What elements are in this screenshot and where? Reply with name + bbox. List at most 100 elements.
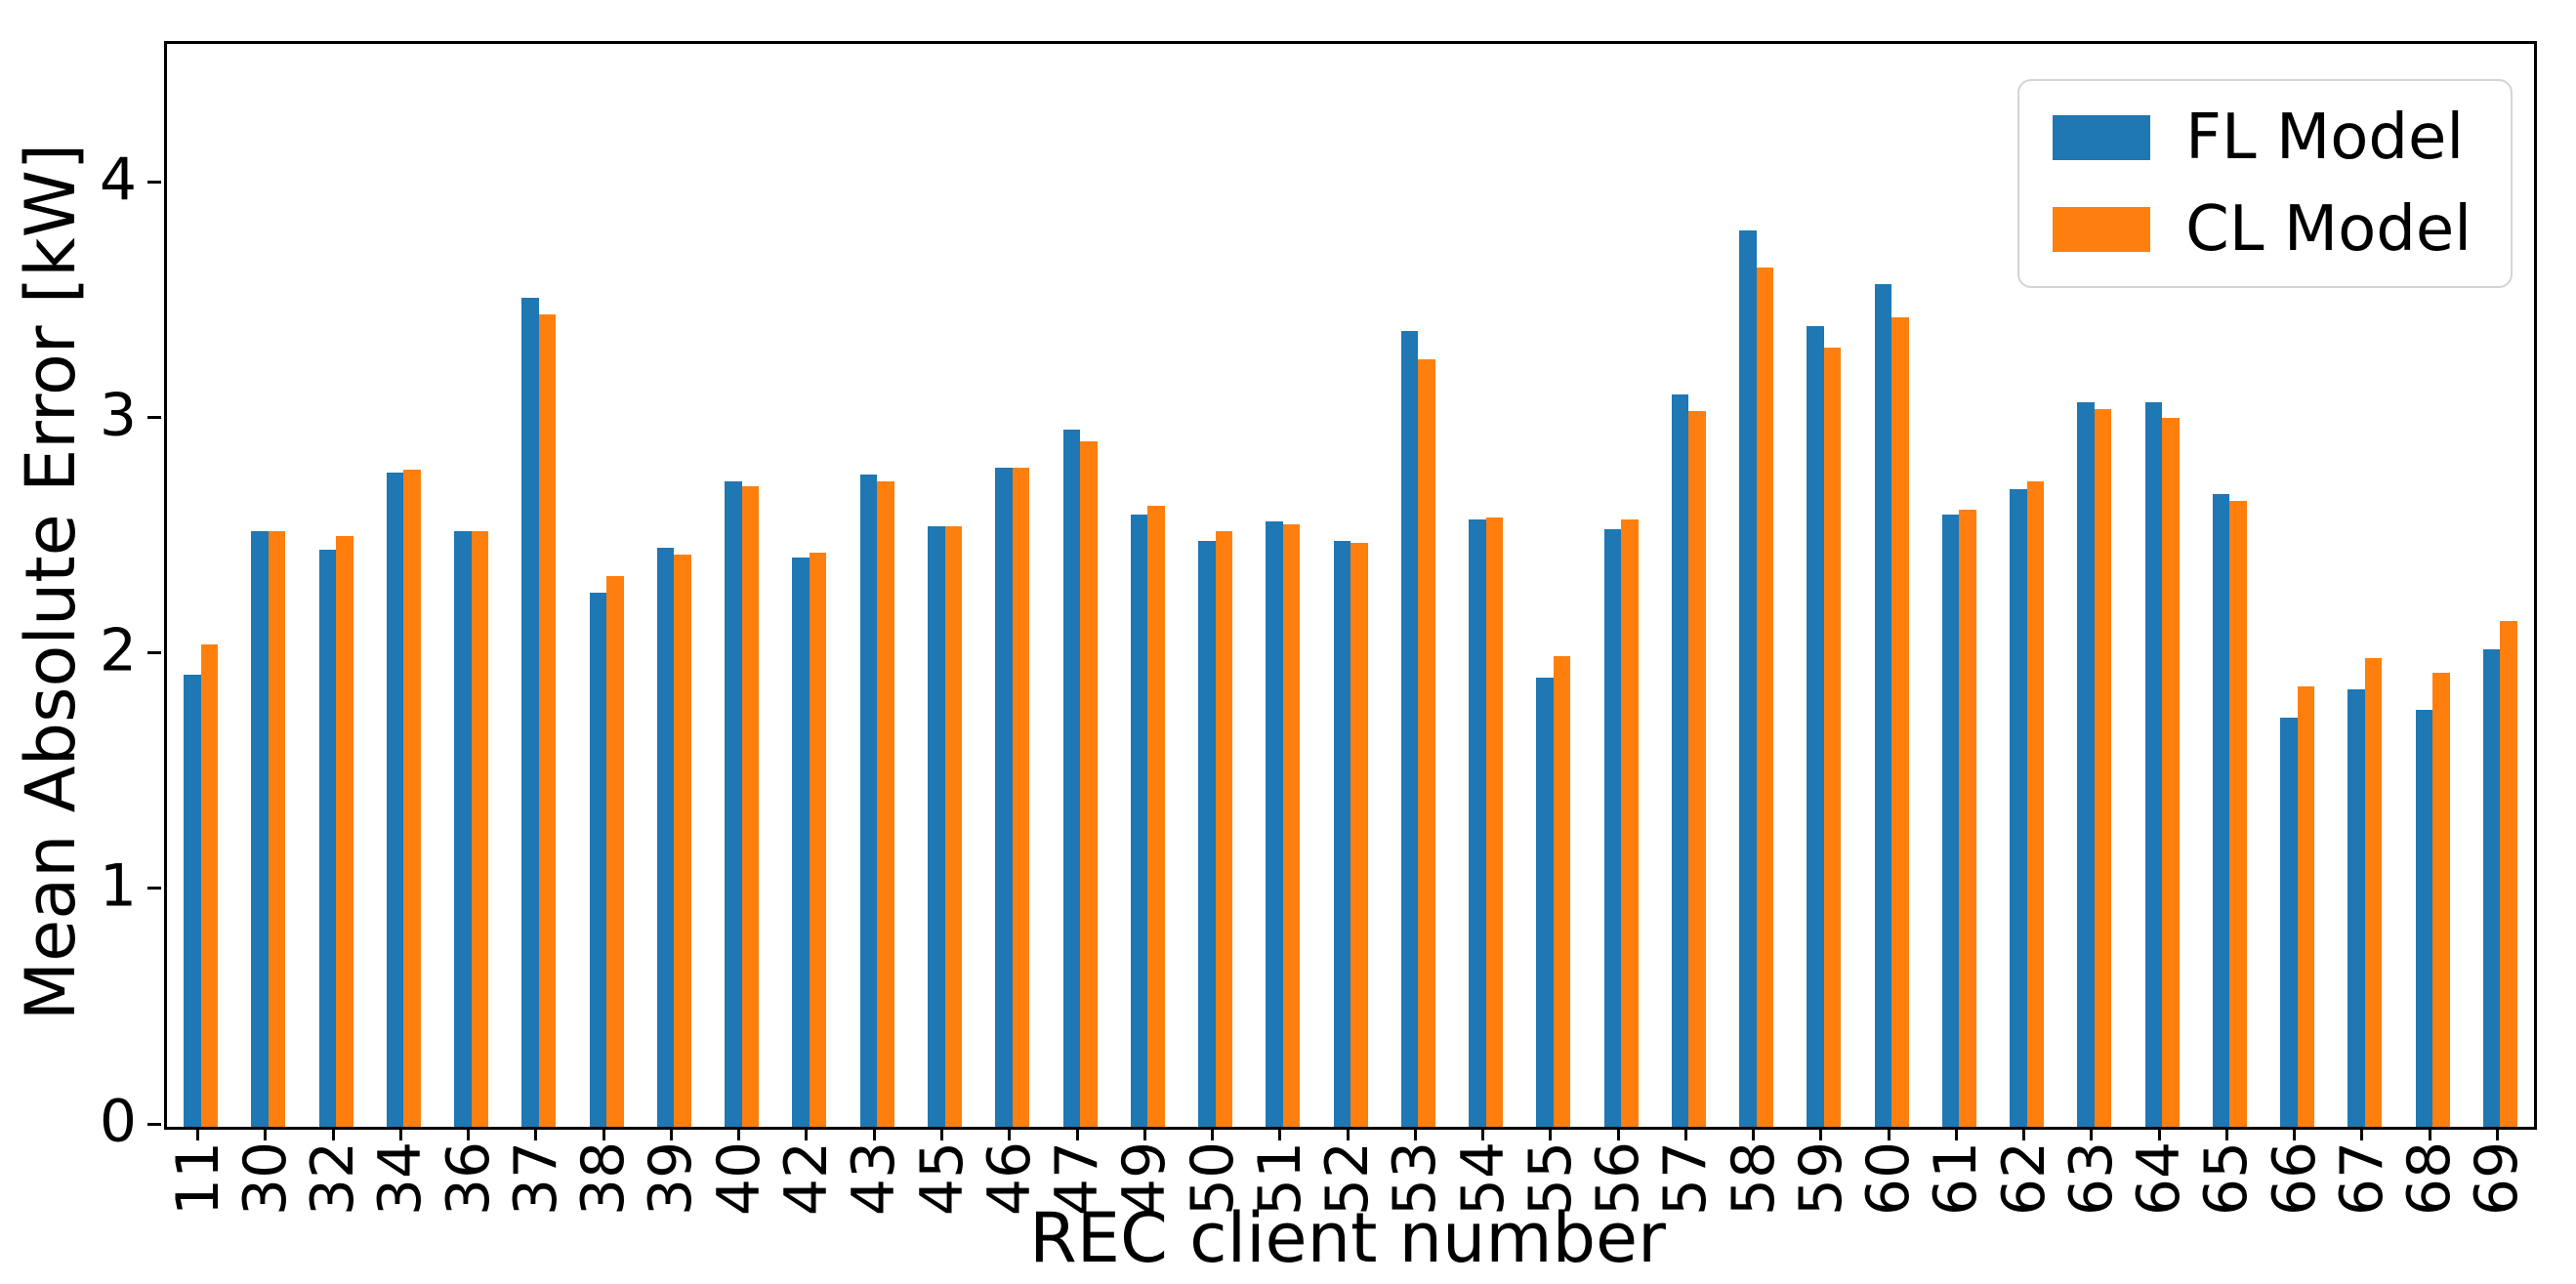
bar-fl-client-68 (2415, 710, 2433, 1127)
bar-fl-client-57 (1671, 394, 1689, 1127)
bar-cl-client-43 (877, 481, 894, 1127)
y-tick-label-2: 2 (99, 616, 137, 685)
bar-fl-client-39 (656, 547, 675, 1127)
x-tick-mark-53 (1413, 1127, 1417, 1140)
x-tick-mark-36 (467, 1127, 471, 1140)
bar-fl-client-62 (2010, 488, 2027, 1127)
bar-fl-client-32 (318, 550, 337, 1127)
bar-cl-client-51 (1282, 523, 1301, 1127)
bar-fl-client-69 (2482, 648, 2501, 1127)
x-tick-label-60: 60 (1854, 1140, 1924, 1217)
x-tick-mark-34 (398, 1127, 402, 1140)
x-tick-label-62: 62 (1989, 1140, 2058, 1217)
bar-cl-client-69 (2500, 620, 2517, 1127)
x-tick-label-11: 11 (163, 1140, 232, 1217)
x-tick-label-39: 39 (637, 1140, 706, 1217)
bar-cl-client-38 (606, 575, 624, 1127)
legend-swatch-fl-model (2053, 115, 2151, 160)
x-tick-label-66: 66 (2260, 1140, 2329, 1217)
bars-layer (167, 44, 2534, 1127)
bar-fl-client-36 (454, 531, 472, 1127)
bar-cl-client-36 (471, 531, 489, 1127)
bar-fl-client-47 (1062, 430, 1080, 1127)
bar-cl-client-66 (2297, 686, 2315, 1127)
x-tick-mark-30 (264, 1127, 268, 1140)
bar-fl-client-54 (1469, 519, 1486, 1127)
bar-cl-client-37 (538, 314, 557, 1127)
bar-cl-client-39 (674, 555, 691, 1127)
x-tick-mark-46 (1008, 1127, 1012, 1140)
bar-fl-client-34 (386, 472, 404, 1127)
x-tick-label-30: 30 (230, 1140, 300, 1217)
bar-fl-client-56 (1603, 528, 1621, 1127)
y-tick-mark-3 (147, 416, 161, 420)
bar-fl-client-30 (251, 531, 269, 1127)
bar-cl-client-61 (1959, 510, 1976, 1127)
plot-area: FL Model CL Model (164, 41, 2537, 1130)
bar-cl-client-11 (200, 643, 219, 1127)
x-tick-mark-56 (1616, 1127, 1620, 1140)
x-tick-label-38: 38 (569, 1140, 639, 1217)
x-tick-label-64: 64 (2125, 1140, 2194, 1217)
x-tick-label-58: 58 (1719, 1140, 1788, 1217)
bar-fl-client-67 (2347, 688, 2365, 1127)
x-tick-label-61: 61 (1922, 1140, 1991, 1217)
x-tick-mark-45 (940, 1127, 943, 1140)
bar-cl-client-40 (741, 486, 760, 1127)
x-tick-mark-42 (805, 1127, 809, 1140)
x-tick-mark-50 (1211, 1127, 1214, 1140)
x-tick-mark-38 (602, 1127, 605, 1140)
x-tick-mark-59 (1819, 1127, 1823, 1140)
bar-cl-client-53 (1418, 359, 1435, 1127)
bar-cl-client-42 (809, 552, 827, 1127)
bar-cl-client-60 (1891, 316, 1909, 1127)
bar-cl-client-57 (1688, 411, 1706, 1127)
x-tick-mark-58 (1752, 1127, 1755, 1140)
x-tick-mark-40 (737, 1127, 741, 1140)
x-tick-label-65: 65 (2192, 1140, 2262, 1217)
bar-cl-client-46 (1012, 468, 1030, 1127)
x-tick-mark-47 (1075, 1127, 1079, 1140)
legend: FL Model CL Model (2017, 79, 2513, 288)
bar-fl-client-63 (2077, 401, 2095, 1127)
x-tick-mark-57 (1683, 1127, 1687, 1140)
legend-label-fl-model: FL Model (2185, 102, 2465, 174)
bar-cl-client-30 (268, 531, 286, 1127)
bar-fl-client-38 (589, 592, 607, 1127)
y-tick-mark-1 (147, 887, 161, 891)
bar-fl-client-55 (1536, 677, 1554, 1127)
bar-fl-client-51 (1266, 521, 1283, 1127)
y-tick-label-3: 3 (99, 381, 137, 450)
bar-cl-client-47 (1080, 441, 1098, 1127)
bar-cl-client-64 (2162, 418, 2180, 1127)
legend-swatch-cl-model (2053, 207, 2151, 252)
bar-cl-client-68 (2432, 672, 2450, 1127)
bar-cl-client-32 (336, 535, 353, 1127)
bar-fl-client-50 (1198, 540, 1216, 1127)
x-tick-mark-49 (1143, 1127, 1146, 1140)
bar-fl-client-11 (184, 675, 201, 1127)
x-tick-label-68: 68 (2395, 1140, 2465, 1217)
x-tick-label-40: 40 (704, 1140, 773, 1217)
x-tick-mark-63 (2090, 1127, 2094, 1140)
x-tick-mark-32 (331, 1127, 335, 1140)
y-tick-label-4: 4 (99, 145, 137, 215)
bar-fl-client-46 (995, 468, 1013, 1127)
bar-fl-client-37 (521, 298, 539, 1127)
bar-fl-client-66 (2280, 717, 2298, 1127)
x-tick-label-34: 34 (366, 1140, 436, 1217)
x-tick-mark-11 (196, 1127, 200, 1140)
y-tick-mark-2 (147, 651, 161, 655)
x-tick-mark-61 (1954, 1127, 1958, 1140)
bar-cl-client-58 (1756, 268, 1773, 1127)
bar-fl-client-42 (792, 557, 810, 1127)
bar-fl-client-61 (1941, 515, 1960, 1127)
x-tick-label-69: 69 (2463, 1140, 2532, 1217)
x-tick-mark-55 (1549, 1127, 1553, 1140)
bar-fl-client-40 (725, 481, 742, 1127)
x-tick-mark-39 (669, 1127, 673, 1140)
bar-cl-client-45 (944, 526, 962, 1127)
x-tick-mark-51 (1278, 1127, 1282, 1140)
legend-item-cl-model: CL Model (2053, 198, 2472, 261)
